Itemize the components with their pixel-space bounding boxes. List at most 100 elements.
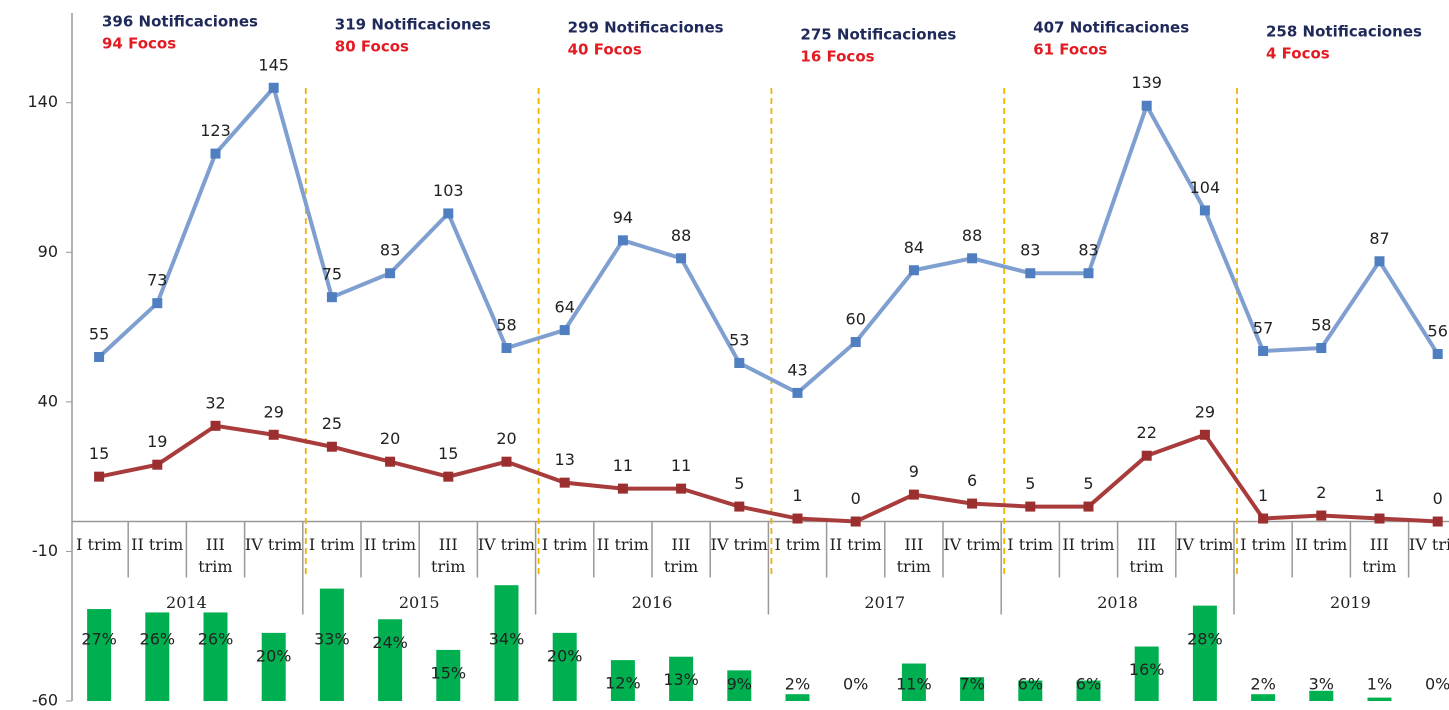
x-tick-label: IV trim	[244, 534, 303, 554]
data-label: 55	[89, 325, 109, 344]
marker	[967, 498, 978, 509]
x-tick-label: III trim	[431, 534, 466, 576]
marker	[850, 516, 861, 527]
marker	[1141, 100, 1152, 111]
marker	[268, 82, 279, 93]
marker	[326, 292, 337, 303]
data-label: 6%	[1076, 675, 1101, 694]
data-label: 12%	[605, 674, 641, 693]
marker	[908, 265, 919, 276]
marker	[676, 483, 687, 494]
marker	[1199, 205, 1210, 216]
x-tick-label: III trim	[663, 534, 699, 576]
marker	[1258, 513, 1269, 524]
data-label: 29	[1195, 402, 1215, 421]
group-label: 2014	[166, 592, 207, 612]
bar	[610, 660, 635, 701]
marker	[617, 235, 628, 246]
data-label: 1	[1258, 486, 1268, 505]
marker	[501, 343, 512, 354]
note-notificaciones: 319 Notificaciones	[335, 16, 491, 34]
data-label: 83	[380, 241, 400, 260]
data-label: 53	[729, 330, 749, 349]
marker	[326, 441, 337, 452]
data-label: 1	[1374, 486, 1384, 505]
data-label: 5	[1083, 474, 1093, 493]
marker	[1316, 343, 1327, 354]
data-label: 20%	[256, 646, 292, 665]
data-label: 73	[147, 271, 167, 290]
marker	[1432, 516, 1443, 527]
y-tick-label: -60	[32, 691, 58, 710]
data-label: 26%	[140, 630, 176, 649]
data-label: 0	[851, 489, 861, 508]
group-label: 2017	[864, 592, 906, 612]
marker	[1025, 501, 1036, 512]
bar	[1076, 680, 1101, 701]
bar	[319, 588, 344, 701]
data-label: 2%	[1250, 675, 1275, 694]
data-label: 56	[1428, 322, 1448, 341]
bar	[203, 612, 228, 701]
note-focos: 61 Focos	[1033, 41, 1107, 59]
data-label: 104	[1190, 178, 1221, 197]
y-tick-label: -10	[32, 541, 58, 560]
x-tick-label: I trim	[541, 534, 588, 554]
marker	[1083, 501, 1094, 512]
data-label: 20	[496, 429, 516, 448]
marker	[559, 325, 570, 336]
marker	[734, 501, 745, 512]
data-label: 84	[904, 238, 924, 257]
data-label: 2%	[785, 675, 810, 694]
y-tick-label: 140	[27, 92, 58, 111]
data-label: 94	[613, 208, 633, 227]
bar	[436, 649, 461, 701]
data-label: 139	[1131, 73, 1162, 92]
x-tick-label: I trim	[76, 534, 122, 554]
data-label: 83	[1020, 241, 1040, 260]
marker	[152, 459, 163, 470]
data-label: 11	[671, 456, 691, 475]
x-tick-label: IV trim	[710, 534, 768, 554]
bar	[1309, 690, 1334, 701]
data-label: 58	[1311, 316, 1331, 335]
data-label: 2	[1316, 483, 1326, 502]
marker	[1374, 256, 1385, 267]
data-label: 20	[380, 429, 400, 448]
bar	[727, 670, 752, 701]
data-label: 19	[147, 432, 167, 451]
data-label: 13%	[663, 670, 699, 689]
data-label: 123	[200, 121, 231, 140]
marker	[1374, 513, 1385, 524]
marker	[617, 483, 628, 494]
group-label: 2019	[1330, 592, 1371, 612]
marker	[676, 253, 687, 264]
marker	[210, 148, 221, 159]
note-notificaciones: 407 Notificaciones	[1033, 19, 1189, 37]
marker	[1316, 510, 1327, 521]
x-tick-label: II trim	[363, 534, 417, 554]
bar	[145, 612, 170, 701]
note-focos: 80 Focos	[335, 38, 409, 56]
data-label: 11%	[896, 675, 932, 694]
note-focos: 16 Focos	[800, 48, 874, 66]
bar	[552, 632, 577, 701]
data-label: 15	[438, 444, 458, 463]
marker	[850, 337, 861, 348]
data-label: 6%	[1018, 675, 1043, 694]
note-focos: 4 Focos	[1266, 45, 1330, 63]
x-tick-label: III trim	[896, 534, 931, 576]
data-label: 5	[734, 474, 744, 493]
data-label: 13	[555, 450, 575, 469]
x-tick-label: IV trim	[1408, 534, 1449, 554]
marker	[443, 471, 454, 482]
data-label: 103	[433, 181, 464, 200]
data-label: 75	[322, 265, 342, 284]
x-tick-label: IV trim	[943, 534, 1001, 554]
data-label: 5	[1025, 474, 1035, 493]
x-tick-label: I trim	[308, 534, 355, 554]
data-label: 3%	[1309, 675, 1334, 694]
data-label: 88	[671, 226, 691, 245]
